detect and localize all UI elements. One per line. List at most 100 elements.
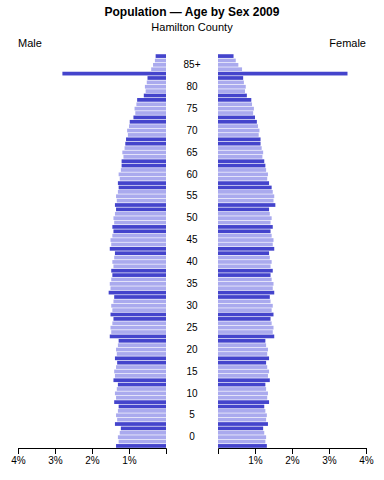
bar: [115, 374, 166, 378]
tick: 0: [189, 431, 195, 442]
tick: 85+: [184, 59, 201, 70]
bar: [218, 278, 272, 282]
bar: [218, 317, 271, 321]
bar: [218, 229, 271, 233]
bar: [218, 365, 267, 369]
bar: [218, 405, 264, 409]
bar: [125, 142, 166, 146]
bar: [116, 413, 166, 417]
bar: [114, 295, 166, 299]
bar: [218, 164, 265, 168]
bar: [120, 177, 166, 181]
bar: [218, 387, 266, 391]
bar: [218, 159, 264, 163]
bar: [218, 120, 257, 124]
bar: [218, 129, 259, 133]
bar: [218, 264, 271, 268]
tick: 30: [186, 300, 198, 311]
bar: [114, 221, 166, 225]
tick-label: 5: [189, 409, 195, 420]
bar: [136, 102, 166, 106]
bar: [116, 194, 166, 198]
bar: [218, 94, 247, 98]
tick: 4%: [11, 448, 26, 466]
tick-label: 20: [186, 344, 198, 355]
bar: [144, 94, 166, 98]
bar: [123, 155, 166, 159]
bar: [118, 409, 166, 413]
bar: [113, 300, 166, 304]
tick-mark: [18, 448, 19, 454]
bar: [218, 273, 271, 277]
bar: [218, 300, 271, 304]
bar: [113, 378, 166, 382]
tick-label: 40: [186, 256, 198, 267]
bar: [121, 427, 166, 431]
tick-label: 3%: [48, 455, 63, 466]
bar: [117, 352, 166, 356]
bar: [218, 172, 268, 176]
bar: [218, 400, 269, 404]
bar: [118, 181, 166, 185]
bar: [218, 133, 259, 137]
bar: [112, 225, 166, 229]
tick-label: 30: [186, 300, 198, 311]
tick: 65: [186, 147, 198, 158]
bar: [117, 361, 166, 365]
bar: [148, 76, 167, 80]
tick: 25: [186, 322, 198, 333]
tick-label: 2%: [85, 455, 100, 466]
tick-label: 15: [186, 366, 198, 377]
bar: [137, 98, 166, 102]
bar: [218, 422, 268, 426]
bar: [218, 98, 251, 102]
tick-mark: [255, 448, 256, 454]
tick-mark: [329, 448, 330, 454]
bar: [218, 374, 268, 378]
bar: [218, 391, 268, 395]
bar: [121, 168, 166, 172]
bar: [128, 133, 166, 137]
bar: [120, 431, 166, 435]
tick: 55: [186, 190, 198, 201]
bar: [117, 418, 166, 422]
bars: [62, 54, 166, 448]
bar: [218, 67, 242, 71]
bar: [146, 89, 166, 93]
bar: [218, 361, 266, 365]
bar: [218, 269, 273, 273]
bar: [155, 59, 166, 63]
bar: [119, 440, 166, 444]
tick-label: 1%: [122, 455, 137, 466]
tick-mark: [92, 448, 93, 454]
tick: 50: [186, 212, 198, 223]
bar: [112, 260, 166, 264]
title: Population — Age by Sex 2009: [105, 5, 280, 19]
bar: [119, 172, 166, 176]
bar: [218, 63, 238, 67]
bar: [218, 418, 266, 422]
bar: [218, 435, 266, 439]
bar: [218, 146, 262, 150]
tick: 40: [186, 256, 198, 267]
bar: [218, 225, 273, 229]
bar: [218, 370, 269, 374]
bar: [218, 72, 348, 76]
bar: [119, 186, 166, 190]
bar: [115, 422, 166, 426]
bar: [118, 435, 166, 439]
tick: 3%: [322, 448, 337, 466]
bar: [218, 216, 272, 220]
bar: [113, 264, 166, 268]
series-label: Male: [18, 37, 42, 49]
bar: [133, 116, 166, 120]
bar: [218, 409, 265, 413]
bar: [218, 186, 272, 190]
bar: [156, 54, 166, 58]
tick-mark: [129, 448, 130, 454]
bar: [115, 203, 166, 207]
x-axis: 1%2%3%4%: [219, 448, 374, 466]
bar: [218, 151, 263, 155]
bar: [118, 383, 166, 387]
bar: [218, 356, 269, 360]
